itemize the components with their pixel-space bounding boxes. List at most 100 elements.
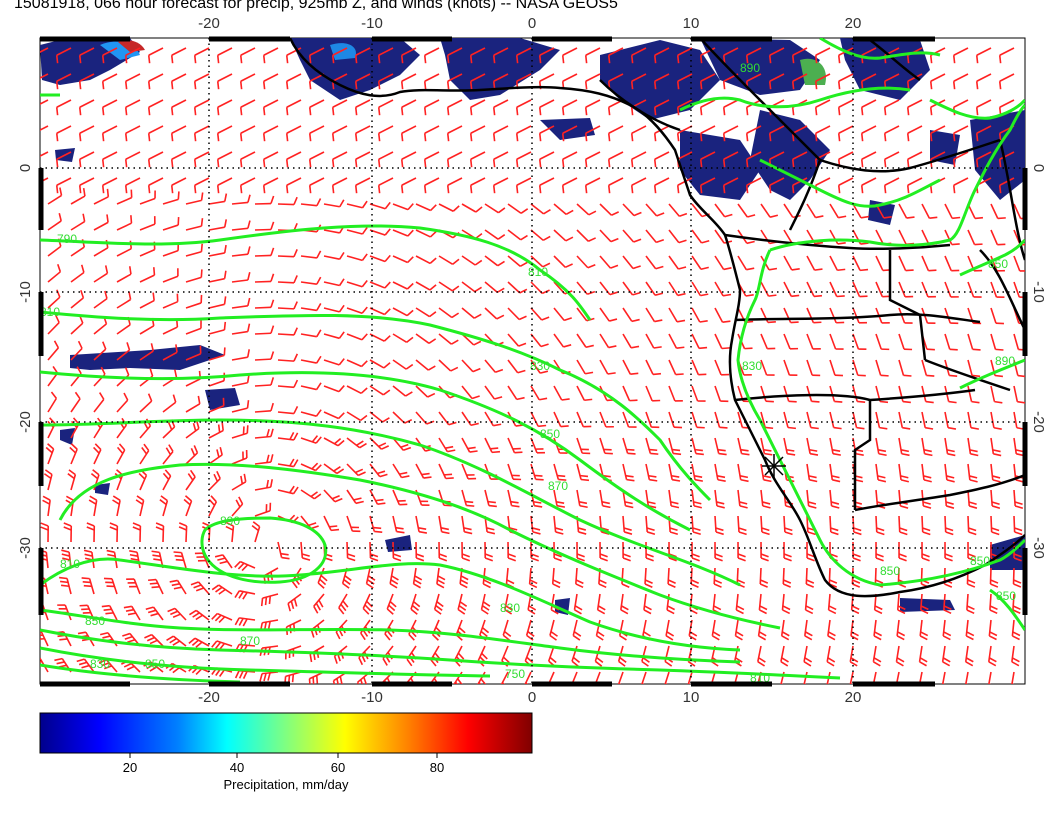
wind-barb-flag [576,553,585,558]
wind-barb-flag [363,676,368,684]
wind-barb-flag [906,133,910,142]
wind-barb-flag [359,679,364,684]
wind-barb-flag [578,531,587,535]
wind-barb [438,463,447,479]
wind-barb [277,411,295,415]
wind-barb-flag [563,317,572,322]
wind-barb [920,593,923,611]
wind-barb-flag [929,185,933,194]
wind-barb [392,515,398,532]
wind-barb [93,221,109,231]
wind-barb-flag [112,499,120,505]
wind-barb-flag [429,311,437,318]
wind-barb-flag [828,609,837,615]
wind-barb-flag [1014,531,1023,536]
wind-barb-flag [505,605,513,611]
wind-barb-flag [57,263,62,273]
wind-barb [185,500,193,517]
wind-barb-flag [104,265,109,274]
wind-barb-flag [587,263,596,269]
wind-barb-flag [972,348,981,351]
wind-barb-flag [416,557,425,562]
wind-barb-flag [607,372,616,375]
wind-barb-flag [285,133,289,142]
wind-barb-flag [687,660,696,667]
wind-barb-flag [247,297,251,306]
wind-barb [599,333,610,348]
wind-barb-flag [879,426,888,430]
wind-barb [263,99,279,108]
wind-barb-flag [418,526,427,530]
wind-barb-flag [653,81,657,90]
wind-barb-flag [192,422,197,432]
wind-barb [174,607,187,621]
wind-barb-flag [89,495,98,501]
wind-barb-flag [173,586,182,590]
wind-barb-flag [170,107,174,116]
wind-barb-flag [293,379,299,388]
wind-barb-flag [360,387,368,394]
wind-barb-flag [949,374,958,378]
wind-barb-flag [266,479,270,488]
wind-barb-flag [445,477,454,480]
wind-barb [553,307,565,321]
wind-barb [806,437,811,454]
wind-barb-flag [472,367,481,373]
wind-barb-flag [860,81,864,90]
wind-barb [551,567,555,585]
wind-barb-flag [377,470,386,475]
wind-barb [576,307,588,322]
wind-barb-flag [875,553,884,558]
wind-barb-flag [993,453,1002,457]
wind-barb [608,151,624,160]
wind-barb [438,281,453,292]
wind-barb-flag [946,475,955,479]
wind-barb-flag [929,133,933,142]
wind-barb-flag [52,365,59,374]
wind-barb [760,333,768,350]
wind-barb-flag [391,575,399,581]
wind-barb [760,489,764,506]
wind-barb [700,47,716,56]
wind-barb-flag [200,192,204,201]
wind-barb [461,515,466,532]
wind-barb-flag [195,641,203,648]
wind-barb [231,432,248,439]
wind-barb [897,567,900,585]
wind-barb [967,281,975,298]
wind-barb [493,47,509,56]
wind-barb-flag [781,657,789,663]
wind-barb-flag [584,107,588,116]
wind-barb-flag [630,133,634,142]
wind-barb [714,307,724,323]
wind-barb-flag [218,588,226,595]
wind-barb-flag [765,426,774,430]
wind-barb-flag [55,81,59,90]
wind-barb [645,411,653,428]
wind-barb-flag [737,553,746,558]
wind-barb-flag [145,606,154,611]
wind-barb [792,47,808,56]
wind-barb [507,489,513,506]
wind-barb [895,671,900,684]
wind-barb [1013,333,1020,350]
wind-barb-flag [804,657,813,663]
wind-barb-flag [610,237,619,243]
wind-barb [769,177,785,186]
wind-barb-flag [814,81,818,90]
wind-barb-flag [809,452,819,456]
wind-barb-flag [56,661,65,665]
wind-barb-flag [693,505,703,509]
wind-barb-flag [1012,635,1020,641]
wind-barb [415,333,430,344]
wind-barb-flag [828,631,836,637]
wind-barb-flag [264,596,268,606]
wind-barb [861,73,877,82]
wind-barb-flag [383,335,391,342]
wind-barb-flag [458,626,466,634]
wind-barb-flag [805,609,814,615]
wind-barb [599,489,604,506]
wind-barb-flag [491,450,501,454]
wind-barb [525,619,532,636]
wind-barb [967,489,971,507]
